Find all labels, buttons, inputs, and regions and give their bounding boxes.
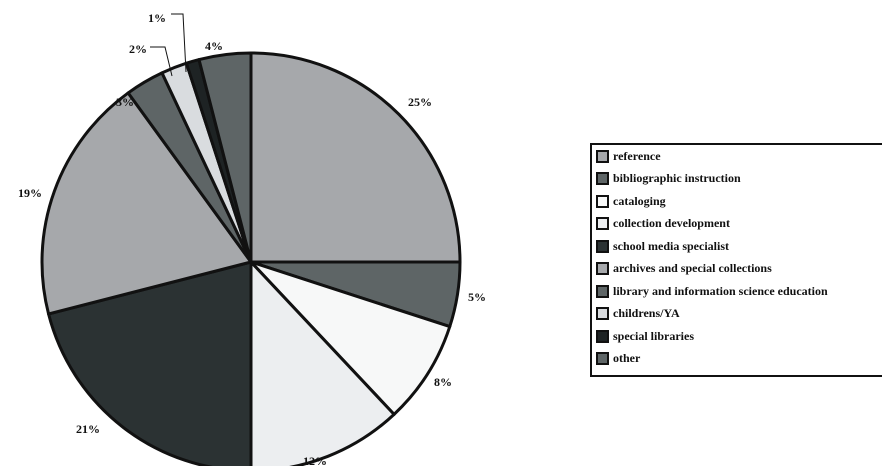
legend-item: collection development bbox=[596, 215, 730, 233]
legend-item: reference bbox=[596, 147, 661, 165]
legend-label: special libraries bbox=[613, 328, 694, 343]
pie-slice-archives-and-special-collections bbox=[40, 91, 253, 316]
legend-label: school media specialist bbox=[613, 238, 729, 253]
value-label: 4% bbox=[205, 39, 223, 53]
value-label: 5% bbox=[468, 290, 486, 304]
legend-item: school media specialist bbox=[596, 237, 729, 255]
legend-item: archives and special collections bbox=[596, 260, 772, 278]
legend-swatch bbox=[596, 239, 609, 253]
legend-label: archives and special collections bbox=[613, 261, 772, 275]
pie-slice-school-media-specialist bbox=[47, 260, 253, 466]
pie-value-labels: 25% 5% 8% 12% 21% 19% 3% 2% 1% 4% bbox=[18, 11, 486, 466]
legend-item: childrens/YA bbox=[596, 305, 680, 323]
value-label: 1% bbox=[148, 11, 166, 25]
legend-label: cataloging bbox=[613, 193, 666, 208]
leader-line bbox=[150, 46, 173, 77]
legend-item: other bbox=[596, 350, 640, 368]
legend-swatch bbox=[596, 284, 609, 298]
legend-swatch bbox=[596, 262, 609, 275]
legend-label: bibliographic instruction bbox=[613, 171, 741, 185]
legend-swatch bbox=[596, 149, 609, 163]
legend-swatch bbox=[596, 217, 609, 230]
legend-swatch bbox=[596, 307, 609, 320]
legend-label: other bbox=[613, 351, 641, 365]
leader-line bbox=[171, 13, 187, 73]
value-label: 2% bbox=[129, 42, 147, 56]
legend-label: reference bbox=[613, 148, 661, 163]
value-label: 25% bbox=[408, 95, 432, 109]
pie-slice-collection-development bbox=[249, 260, 396, 466]
pie-slice-other bbox=[197, 51, 253, 264]
value-label: 8% bbox=[434, 375, 452, 389]
legend-item: cataloging bbox=[596, 192, 666, 210]
pie-slice-reference bbox=[249, 51, 462, 264]
legend-swatch bbox=[596, 172, 609, 185]
legend-item: library and information science educatio… bbox=[596, 282, 828, 300]
legend-label: childrens/YA bbox=[613, 306, 680, 320]
legend-item: bibliographic instruction bbox=[596, 170, 741, 188]
value-label: 12% bbox=[303, 454, 327, 466]
value-label: 21% bbox=[76, 422, 100, 436]
pie-slices bbox=[40, 51, 462, 466]
value-label: 19% bbox=[18, 186, 42, 200]
leader-lines bbox=[150, 13, 187, 77]
legend-label: collection development bbox=[613, 216, 730, 230]
legend-swatch bbox=[596, 352, 609, 365]
legend-item: special libraries bbox=[596, 327, 694, 345]
legend-swatch bbox=[596, 194, 609, 208]
pie-slice-cataloging bbox=[249, 260, 452, 416]
value-label: 3% bbox=[116, 95, 134, 109]
legend-swatch bbox=[596, 329, 609, 343]
legend-label: library and information science educatio… bbox=[613, 283, 828, 298]
legend: reference bibliographic instruction catalo… bbox=[590, 143, 882, 377]
